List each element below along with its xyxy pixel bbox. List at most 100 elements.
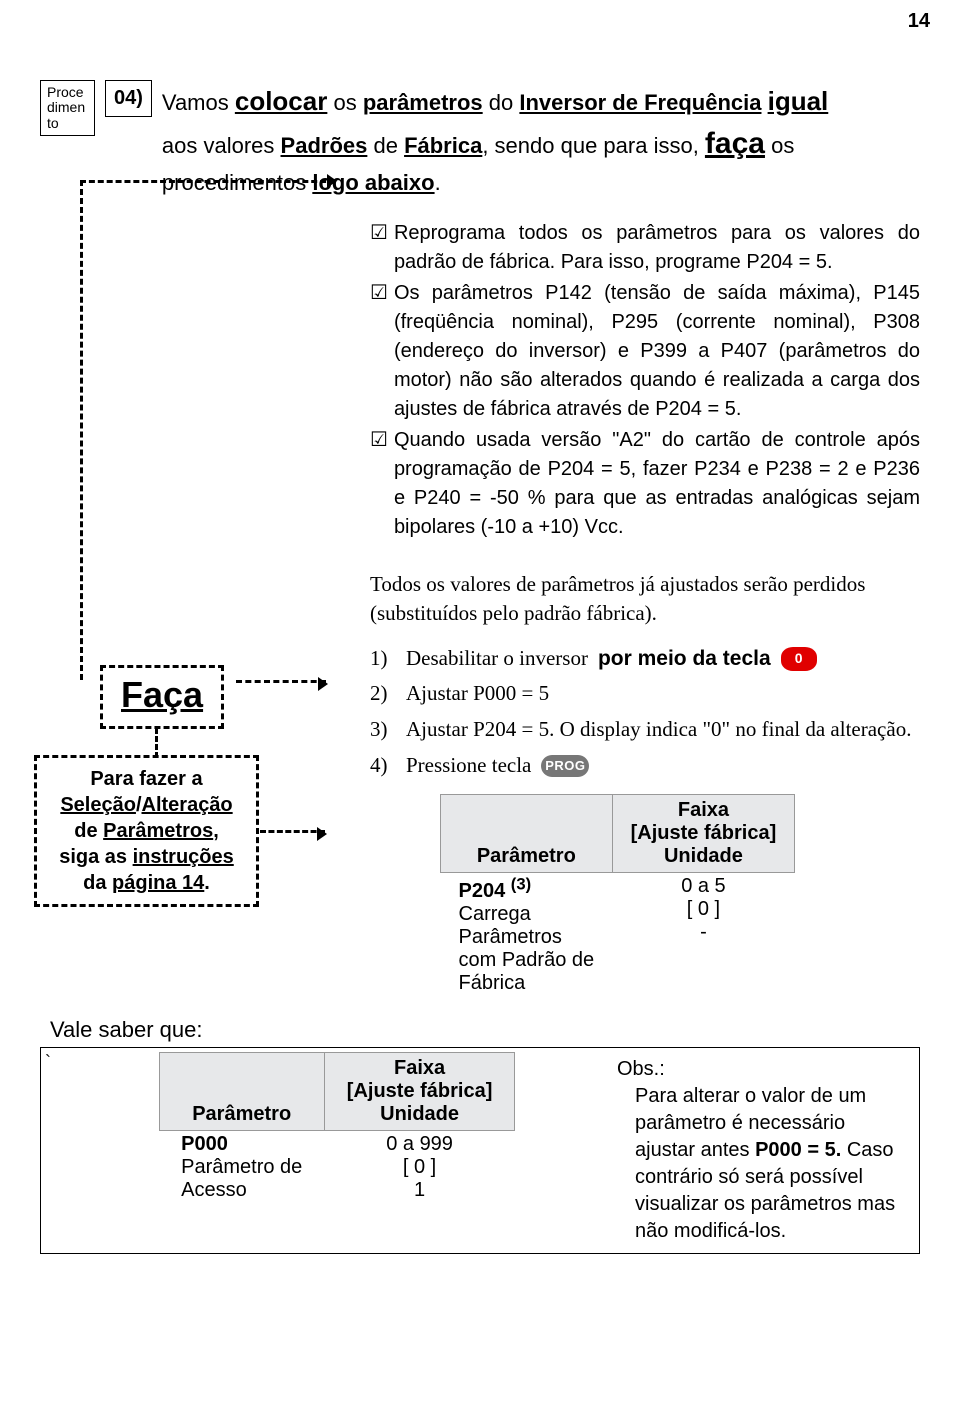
check-icon: ☑ — [370, 426, 388, 542]
step-label: Proce dimen to — [40, 80, 95, 136]
note-item: ☑Quando usada versão "A2" do cartão de c… — [370, 426, 920, 542]
notes-block: ☑Reprograma todos os parâmetros para os … — [370, 219, 920, 542]
step-num: 4) — [370, 748, 396, 784]
t: Parâmetros — [459, 926, 562, 948]
param-table-p000: Parâmetro Faixa [Ajuste fábrica] Unidade… — [159, 1052, 516, 1204]
t: 1 — [414, 1179, 425, 1201]
td: P204 (3) Carrega Parâmetros com Padrão d… — [441, 872, 613, 997]
t: Ajustar P000 = 5 — [406, 676, 549, 712]
t: 0 a 5 — [681, 875, 725, 897]
t: parâmetros — [363, 90, 483, 115]
dashed-line — [80, 180, 83, 680]
t: Carrega — [459, 903, 531, 925]
t: aos valores — [162, 133, 281, 158]
t: , sendo que para isso, — [482, 133, 705, 158]
t: Fábrica — [459, 972, 526, 994]
td: 0 a 999 [ 0 ] 1 — [324, 1131, 515, 1205]
t: [Ajuste fábrica] — [347, 1080, 493, 1102]
obs-box: Obs.: Para alterar o valor de um parâmet… — [615, 1052, 915, 1249]
steps-list: 1) Desabilitar o inversor por meio da te… — [370, 641, 920, 784]
dashed-line — [155, 728, 158, 758]
tick-mark: ` — [45, 1052, 59, 1073]
t: - — [700, 921, 707, 943]
t: página 14 — [112, 872, 204, 894]
note-item: ☑Reprograma todos os parâmetros para os … — [370, 219, 920, 277]
faca-label: Faça — [121, 674, 203, 715]
table-wrap: Parâmetro Faixa [Ajuste fábrica] Unidade… — [69, 1052, 605, 1204]
step-item: 4) Pressione tecla PROG — [370, 748, 920, 784]
t: Ajustar P204 = 5. O display indica "0" n… — [406, 712, 911, 748]
t: P204 — [459, 880, 506, 902]
t: Unidade — [380, 1103, 459, 1125]
step-num: 3) — [370, 712, 396, 748]
dashed-arrow — [260, 830, 325, 833]
step-num: 2) — [370, 676, 396, 712]
td: 0 a 5 [ 0 ] - — [612, 872, 795, 997]
check-icon: ☑ — [370, 279, 388, 424]
th-faixa: Faixa [Ajuste fábrica] Unidade — [612, 794, 795, 872]
vale-saber: Vale saber que: — [50, 1017, 920, 1043]
note-text: Os parâmetros P142 (tensão de saída máxi… — [394, 279, 920, 424]
td: P000 Parâmetro de Acesso — [159, 1131, 324, 1205]
t: igual — [768, 86, 829, 116]
t: do — [483, 90, 520, 115]
t: [Ajuste fábrica] — [631, 822, 777, 844]
t: P000 — [181, 1133, 228, 1155]
t: . — [204, 872, 210, 894]
t: de — [74, 820, 103, 842]
prog-button-icon: PROG — [541, 755, 589, 777]
th-parametro: Parâmetro — [441, 794, 613, 872]
t: . — [435, 170, 441, 195]
t: Desabilitar o inversor — [406, 641, 588, 677]
dashed-arrow — [236, 680, 326, 683]
t: Padrões — [281, 133, 368, 158]
t: [ 0 ] — [687, 898, 720, 920]
t: por meio da tecla — [598, 641, 771, 677]
note-item: ☑Os parâmetros P142 (tensão de saída máx… — [370, 279, 920, 424]
side-instructions: Para fazer a Seleção/Alteração de Parâme… — [34, 755, 259, 907]
t: com Padrão de — [459, 949, 595, 971]
step-label-text: Proce dimen to — [47, 84, 85, 131]
page-number: 14 — [908, 10, 930, 33]
t: , — [213, 820, 219, 842]
step-item: 3) Ajustar P204 = 5. O display indica "0… — [370, 712, 920, 748]
t: Faixa — [394, 1057, 445, 1079]
check-icon: ☑ — [370, 219, 388, 277]
th-faixa: Faixa [Ajuste fábrica] Unidade — [324, 1053, 515, 1131]
step-item: 2) Ajustar P000 = 5 — [370, 676, 920, 712]
t: Fábrica — [404, 133, 482, 158]
t: siga as — [59, 846, 132, 868]
t: instruções — [133, 846, 234, 868]
t: Parâmetros — [103, 820, 213, 842]
faca-box: Faça — [100, 665, 224, 729]
note-text: Quando usada versão "A2" do cartão de co… — [394, 426, 920, 542]
t: faça — [705, 127, 765, 160]
t: Alteração — [142, 794, 233, 816]
t: da — [83, 872, 112, 894]
step-item: 1) Desabilitar o inversor por meio da te… — [370, 641, 920, 677]
t: Parâmetro de — [181, 1156, 302, 1178]
dashed-line — [80, 180, 335, 183]
t: Inversor de Frequência — [519, 90, 761, 115]
th-parametro: Parâmetro — [159, 1053, 324, 1131]
t: (3) — [511, 875, 531, 894]
t: 0 a 999 — [386, 1133, 453, 1155]
step-num: 1) — [370, 641, 396, 677]
t: os — [327, 90, 362, 115]
t: P000 = 5. — [755, 1139, 841, 1161]
t: Faixa — [678, 799, 729, 821]
param-table-p204: Parâmetro Faixa [Ajuste fábrica] Unidade… — [440, 794, 795, 998]
lost-note: Todos os valores de parâmetros já ajusta… — [370, 570, 920, 629]
t: Unidade — [664, 845, 743, 867]
t: Seleção — [60, 794, 136, 816]
page: 14 Proce dimen to 04) Vamos colocar os p… — [0, 0, 960, 1407]
t: [ 0 ] — [403, 1156, 436, 1178]
t: de — [367, 133, 404, 158]
zero-button-icon: 0 — [781, 647, 817, 671]
t: Vamos — [162, 90, 235, 115]
t: Pressione tecla — [406, 748, 531, 784]
step-number: 04) — [105, 80, 152, 117]
t: colocar — [235, 86, 328, 116]
t: Acesso — [181, 1179, 247, 1201]
t: Para fazer a — [47, 766, 246, 792]
